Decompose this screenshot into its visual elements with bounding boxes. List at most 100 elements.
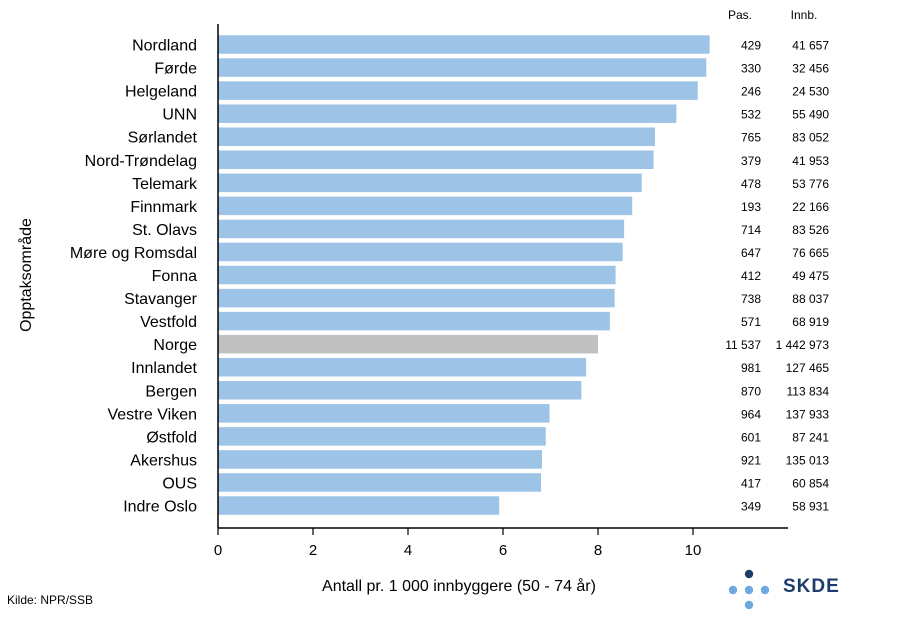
bar-11 (218, 288, 615, 308)
bar-13 (218, 334, 598, 354)
category-label-11: Stavanger (124, 291, 198, 308)
innb-value-14: 127 465 (786, 361, 830, 375)
innb-value-15: 113 834 (787, 384, 830, 398)
logo-text: SKDE (783, 576, 840, 597)
pas-value-5: 379 (741, 154, 761, 168)
pas-value-17: 601 (741, 430, 761, 444)
x-tick-label-1: 2 (309, 542, 317, 559)
bar-15 (218, 381, 582, 400)
x-tick-label-5: 10 (685, 542, 702, 559)
y-axis-label: Opptaksområde (17, 218, 35, 332)
bar-5 (218, 150, 654, 170)
innb-value-17: 87 241 (792, 430, 829, 444)
category-label-20: Indre Oslo (123, 499, 197, 516)
innb-value-2: 24 530 (792, 85, 829, 99)
innb-value-8: 83 526 (792, 223, 829, 237)
innb-value-6: 53 776 (792, 177, 829, 191)
innb-value-16: 137 933 (786, 407, 830, 421)
category-label-1: Førde (154, 61, 197, 78)
innb-value-5: 41 953 (792, 154, 829, 168)
skde-dots-icon (728, 569, 770, 610)
innb-value-13: 1 442 973 (776, 338, 830, 352)
category-label-5: Nord-Trøndelag (85, 153, 197, 170)
bar-18 (218, 450, 542, 469)
innb-value-0: 41 657 (792, 39, 829, 53)
bar-20 (218, 496, 500, 515)
bar-4 (218, 127, 655, 146)
bar-17 (218, 427, 546, 446)
category-label-3: UNN (162, 107, 197, 124)
category-label-12: Vestfold (140, 314, 197, 331)
bar-8 (218, 219, 625, 239)
innb-value-7: 22 166 (792, 200, 829, 214)
bar-0 (218, 35, 710, 54)
pas-value-10: 412 (741, 269, 761, 283)
bar-9 (218, 242, 623, 262)
pas-value-19: 417 (741, 476, 761, 490)
bar-12 (218, 311, 610, 331)
bar-10 (218, 265, 616, 285)
bar-19 (218, 473, 541, 492)
innb-value-1: 32 456 (792, 62, 829, 76)
table-header-innb: Innb. (791, 8, 818, 22)
pas-value-11: 738 (741, 292, 761, 306)
skde-logo: SKDE (727, 568, 847, 613)
category-label-16: Vestre Viken (107, 406, 197, 423)
pas-value-15: 870 (741, 384, 761, 398)
pas-value-16: 964 (741, 407, 761, 421)
category-label-9: Møre og Romsdal (70, 245, 197, 262)
x-axis-label: Antall pr. 1 000 innbyggere (50 - 74 år) (322, 577, 596, 595)
pas-value-6: 478 (741, 177, 761, 191)
category-label-0: Nordland (132, 38, 197, 55)
pas-value-4: 765 (741, 131, 761, 145)
category-label-10: Fonna (152, 268, 197, 285)
category-label-15: Bergen (145, 383, 197, 400)
source-note: Kilde: NPR/SSB (7, 593, 94, 607)
pas-value-14: 981 (741, 361, 761, 375)
category-label-13: Norge (153, 337, 197, 354)
pas-value-0: 429 (741, 39, 761, 53)
pas-value-13: 11 537 (725, 338, 761, 352)
bar-16 (218, 404, 550, 423)
category-label-2: Helgeland (125, 84, 197, 101)
category-label-14: Innlandet (131, 360, 197, 377)
category-labels: Nordland Førde Helgeland UNN Sørlandet Nord-T… (70, 38, 198, 516)
x-tick-label-4: 8 (594, 542, 602, 559)
category-label-17: Østfold (146, 429, 197, 446)
pas-value-2: 246 (741, 85, 761, 99)
innb-value-10: 49 475 (792, 269, 829, 283)
category-label-4: Sørlandet (128, 130, 198, 147)
innb-value-20: 58 931 (792, 500, 829, 514)
value-table: Pas. Innb. 429 41 657 330 32 456 246 24 530 53… (725, 8, 829, 514)
pas-value-18: 921 (741, 453, 761, 467)
x-tick-label-2: 4 (404, 542, 412, 559)
x-tick-label-3: 6 (499, 542, 507, 559)
pas-value-9: 647 (741, 246, 761, 260)
innb-value-3: 55 490 (792, 108, 829, 122)
innb-value-9: 76 665 (792, 246, 829, 260)
pas-value-12: 571 (741, 315, 761, 329)
bar-6 (218, 173, 642, 193)
innb-value-4: 83 052 (792, 131, 829, 145)
innb-value-12: 68 919 (792, 315, 829, 329)
bar-14 (218, 357, 587, 377)
pas-value-20: 349 (741, 500, 761, 514)
innb-value-11: 88 037 (792, 292, 829, 306)
axes: 0 2 4 6 8 10 (214, 24, 788, 559)
bars-group (218, 35, 710, 515)
bar-3 (218, 104, 677, 123)
bar-7 (218, 196, 633, 216)
bar-1 (218, 58, 707, 77)
pas-value-8: 714 (741, 223, 761, 237)
category-label-18: Akershus (130, 452, 197, 469)
bar-2 (218, 81, 698, 100)
category-label-6: Telemark (132, 176, 198, 193)
x-tick-label-0: 0 (214, 542, 222, 559)
table-header-pas: Pas. (728, 8, 752, 22)
category-label-8: St. Olavs (132, 222, 197, 239)
category-label-19: OUS (162, 475, 197, 492)
pas-value-7: 193 (741, 200, 761, 214)
innb-value-18: 135 013 (786, 453, 830, 467)
pas-value-1: 330 (741, 62, 761, 76)
